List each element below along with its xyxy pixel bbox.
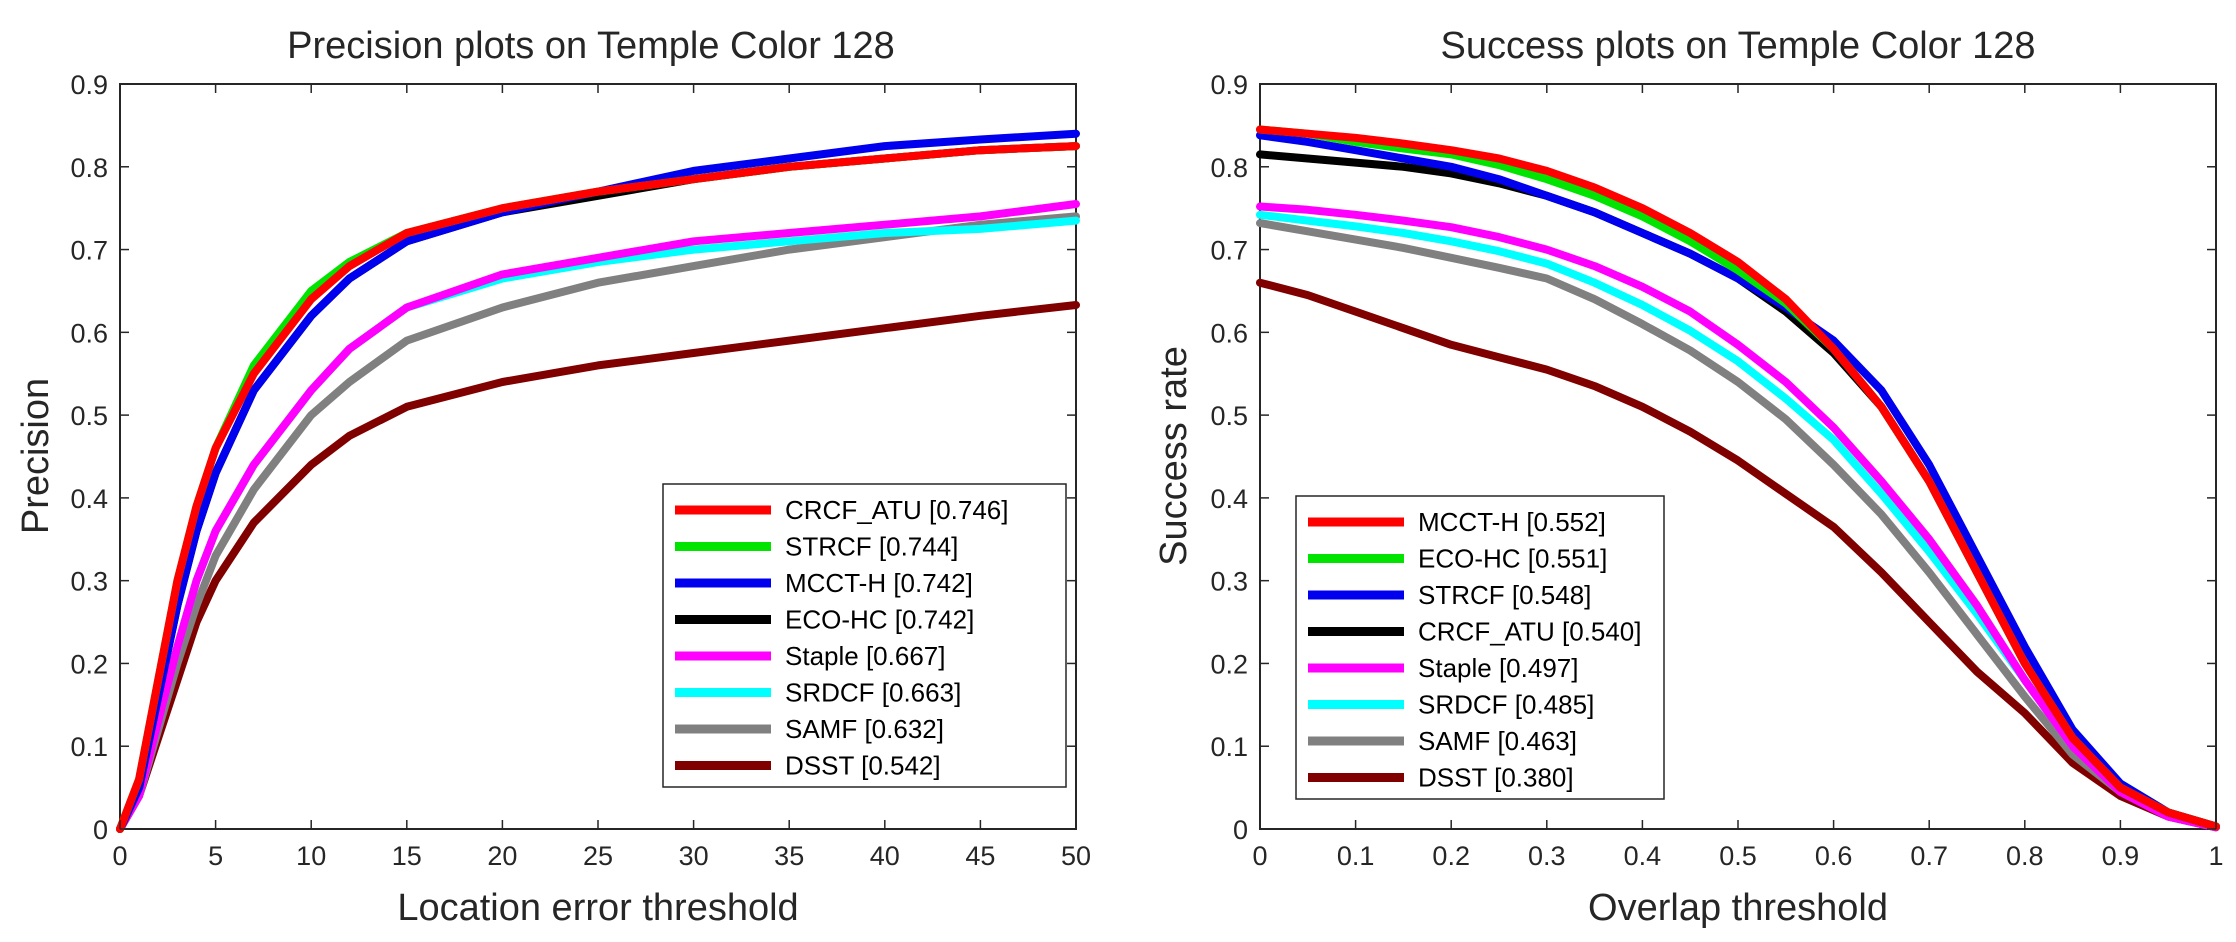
x-tick-label: 30 bbox=[679, 841, 709, 871]
y-tick-label: 0.5 bbox=[70, 401, 108, 431]
legend-label: CRCF_ATU [0.746] bbox=[785, 495, 1008, 525]
y-tick-label: 0 bbox=[1233, 815, 1248, 845]
y-tick-label: 0.2 bbox=[1210, 649, 1248, 679]
x-tick-label: 35 bbox=[774, 841, 804, 871]
x-tick-label: 25 bbox=[583, 841, 613, 871]
x-tick-label: 0.8 bbox=[2006, 841, 2044, 871]
x-tick-label: 10 bbox=[296, 841, 326, 871]
x-tick-label: 0.1 bbox=[1337, 841, 1375, 871]
y-tick-label: 0.4 bbox=[1210, 484, 1248, 514]
success-series-strcf bbox=[1256, 131, 2220, 831]
x-tick-label: 0.7 bbox=[1910, 841, 1948, 871]
precision-x-axis-label: Location error threshold bbox=[397, 887, 798, 929]
success-series-dsst bbox=[1256, 278, 2220, 832]
legend-label: SRDCF [0.663] bbox=[785, 678, 961, 708]
x-tick-label: 0 bbox=[112, 841, 127, 871]
precision-series-lines bbox=[116, 129, 1080, 833]
success-x-axis-label: Overlap threshold bbox=[1588, 887, 1888, 929]
legend-label: SAMF [0.463] bbox=[1418, 726, 1577, 756]
success-legend-box bbox=[1295, 495, 1665, 800]
success-legend: MCCT-H [0.552] ECO-HC [0.551] STRCF [0.548… bbox=[1295, 495, 1665, 800]
legend-label: ECO-HC [0.742] bbox=[785, 605, 974, 635]
y-tick-label: 0.9 bbox=[1210, 70, 1248, 100]
precision-series-staple bbox=[116, 200, 1080, 833]
y-tick-label: 0.3 bbox=[70, 567, 108, 597]
y-tick-label: 0 bbox=[93, 815, 108, 845]
x-tick-label: 0.9 bbox=[2102, 841, 2140, 871]
success-series-staple bbox=[1256, 202, 2220, 832]
legend-label: SRDCF [0.485] bbox=[1418, 690, 1594, 720]
legend-label: STRCF [0.548] bbox=[1418, 580, 1591, 610]
x-tick-label: 0.4 bbox=[1624, 841, 1662, 871]
y-tick-label: 0.1 bbox=[70, 732, 108, 762]
precision-axis-ticks: 0 5 10 15 20 25 30 35 40 45 50 0 0.1 0.2 0.3 0.4 0.5 0.6 0… bbox=[70, 70, 1091, 871]
x-tick-label: 0.6 bbox=[1815, 841, 1853, 871]
legend-label: DSST [0.542] bbox=[785, 751, 941, 781]
legend-label: MCCT-H [0.552] bbox=[1418, 507, 1606, 537]
precision-chart: Precision plots on Temple Color 128 0 5 10… bbox=[15, 25, 1091, 929]
legend-label: Staple [0.497] bbox=[1418, 653, 1578, 683]
success-y-axis-label: Success rate bbox=[1153, 346, 1195, 566]
legend-label: CRCF_ATU [0.540] bbox=[1418, 617, 1641, 647]
y-tick-label: 0.6 bbox=[70, 318, 108, 348]
legend-label: ECO-HC [0.551] bbox=[1418, 544, 1607, 574]
x-tick-label: 0.2 bbox=[1432, 841, 1470, 871]
success-series-samf bbox=[1256, 219, 2220, 832]
legend-label: MCCT-H [0.742] bbox=[785, 568, 973, 598]
precision-y-axis-label: Precision bbox=[15, 378, 57, 534]
precision-legend-box bbox=[662, 483, 1067, 788]
x-tick-label: 15 bbox=[392, 841, 422, 871]
x-tick-label: 5 bbox=[208, 841, 223, 871]
x-tick-label: 40 bbox=[870, 841, 900, 871]
precision-series-crcf-atu bbox=[116, 142, 1080, 833]
x-tick-label: 0.3 bbox=[1528, 841, 1566, 871]
x-tick-label: 1 bbox=[2208, 841, 2223, 871]
y-tick-label: 0.9 bbox=[70, 70, 108, 100]
y-tick-label: 0.3 bbox=[1210, 567, 1248, 597]
legend-label: DSST [0.380] bbox=[1418, 763, 1574, 793]
y-tick-label: 0.1 bbox=[1210, 732, 1248, 762]
legend-label: STRCF [0.744] bbox=[785, 532, 958, 562]
y-tick-label: 0.6 bbox=[1210, 318, 1248, 348]
legend-label: SAMF [0.632] bbox=[785, 714, 944, 744]
y-tick-label: 0.8 bbox=[1210, 153, 1248, 183]
legend-label: Staple [0.667] bbox=[785, 641, 945, 671]
y-tick-label: 0.5 bbox=[1210, 401, 1248, 431]
precision-chart-title: Precision plots on Temple Color 128 bbox=[287, 25, 895, 67]
x-tick-label: 0 bbox=[1252, 841, 1267, 871]
y-tick-label: 0.4 bbox=[70, 484, 108, 514]
y-tick-label: 0.8 bbox=[70, 153, 108, 183]
precision-legend: CRCF_ATU [0.746] STRCF [0.744] MCCT-H [0.7… bbox=[662, 483, 1067, 788]
success-series-lines bbox=[1256, 125, 2220, 832]
x-tick-label: 50 bbox=[1061, 841, 1091, 871]
success-axis-ticks: 0 0.1 0.2 0.3 0.4 0.5 0.6 0.7 0.8 0.9 1 0 0.1 0.2 0.3 0… bbox=[1210, 70, 2223, 871]
x-tick-label: 20 bbox=[487, 841, 517, 871]
x-tick-label: 0.5 bbox=[1719, 841, 1757, 871]
y-tick-label: 0.2 bbox=[70, 649, 108, 679]
precision-series-mcct-h bbox=[116, 129, 1080, 833]
y-tick-label: 0.7 bbox=[70, 236, 108, 266]
y-tick-label: 0.7 bbox=[1210, 236, 1248, 266]
success-chart-title: Success plots on Temple Color 128 bbox=[1441, 25, 2036, 67]
success-series-mcct-h bbox=[1256, 125, 2220, 831]
success-chart: Success plots on Temple Color 128 0 0.1 0.… bbox=[1153, 25, 2224, 929]
x-tick-label: 45 bbox=[965, 841, 995, 871]
